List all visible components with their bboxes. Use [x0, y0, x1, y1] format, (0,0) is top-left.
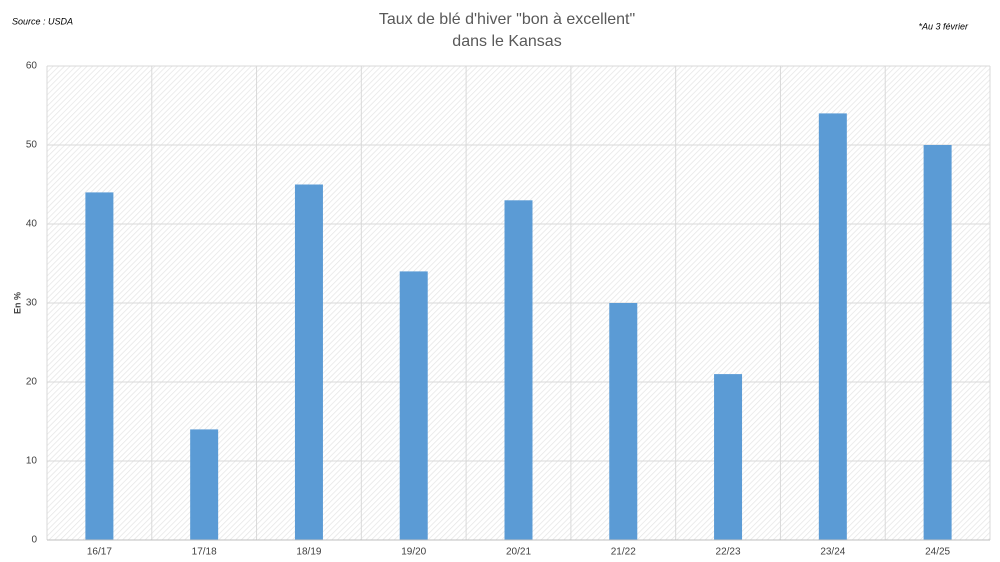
y-tick-label: 30: [26, 298, 38, 309]
chart-title: Taux de blé d'hiver "bon à excellent": [379, 11, 635, 28]
x-tick-label: 17/18: [192, 547, 217, 558]
y-tick-label: 60: [26, 61, 38, 72]
x-tick-label: 19/20: [401, 547, 426, 558]
bar: [190, 429, 219, 540]
x-tick-label: 23/24: [820, 547, 845, 558]
bar: [294, 184, 323, 540]
note: *Au 3 février: [918, 21, 969, 31]
y-tick-label: 0: [31, 535, 37, 546]
x-tick-label: 18/19: [296, 547, 321, 558]
source: Source : USDA: [12, 16, 73, 26]
x-tick-label: 20/21: [506, 547, 531, 558]
bar: [85, 192, 114, 540]
x-tick-label: 16/17: [87, 547, 112, 558]
chart-title: dans le Kansas: [452, 33, 561, 50]
bar: [923, 145, 952, 540]
bar: [399, 271, 428, 540]
y-axis-label: En %: [12, 292, 22, 314]
bar: [504, 200, 533, 541]
bar: [818, 113, 847, 541]
y-tick-label: 20: [26, 377, 38, 388]
x-tick-label: 22/23: [716, 547, 741, 558]
bar: [609, 303, 638, 540]
bar: [714, 374, 743, 540]
x-tick-label: 21/22: [611, 547, 636, 558]
y-tick-label: 50: [26, 140, 38, 151]
x-tick-label: 24/25: [925, 547, 950, 558]
y-tick-label: 40: [26, 219, 38, 230]
y-tick-label: 10: [26, 456, 38, 467]
